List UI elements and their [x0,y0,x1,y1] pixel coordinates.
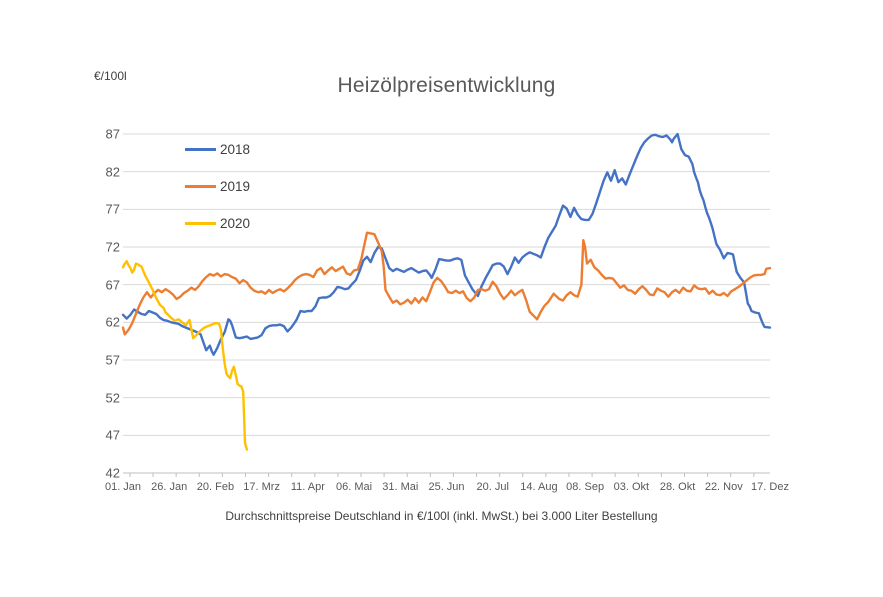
x-axis-tick-label: 17. Dez [751,481,789,493]
y-axis-tick-label: 47 [105,427,120,443]
x-axis-tick-label: 08. Sep [566,481,605,493]
legend-item-2020: 2020 [185,210,250,236]
x-axis-tick-label: 14. Aug [520,481,558,493]
legend-label-2020: 2020 [220,215,251,231]
legend-label-2018: 2018 [220,141,251,157]
x-axis-tick-label: 03. Okt [613,481,650,493]
x-axis-tick-label: 01. Jan [104,481,142,493]
x-axis-tick-label: 31. Mai [382,481,419,493]
legend-line-swatch-2019 [185,184,216,188]
x-axis-tick-label: 26. Jan [151,481,188,493]
chart-caption: Durchschnittspreise Deutschland in €/100… [225,509,658,523]
chart-title: Heizölpreisentwicklung [337,74,556,97]
legend-item-2018: 2018 [185,136,250,162]
y-axis-tick-label: 62 [105,314,120,330]
series-line-2018 [121,132,772,356]
x-axis-tick-label: 20. Feb [196,481,235,493]
x-axis-tick-label: 20. Jul [476,481,509,493]
y-axis-tick-label: 82 [105,164,120,180]
x-axis-tick-label: 11. Apr [290,481,325,493]
y-axis-tick-label: 72 [105,239,120,255]
x-axis-tick-label: 22. Nov [704,481,743,493]
y-axis-tick-label: 87 [105,126,120,142]
y-axis-tick-label: 42 [105,465,120,481]
x-axis-tick-label: 25. Jun [428,481,465,493]
y-axis-tick-label: 52 [105,390,120,406]
x-axis-tick-label: 17. Mrz [243,481,280,493]
legend-line-swatch-2018 [185,147,216,151]
x-axis-tick-label: 06. Mai [336,481,373,493]
y-axis-tick-label: 77 [105,201,120,217]
legend-label-2019: 2019 [220,178,251,194]
series-line-2019 [121,231,772,336]
y-axis-tick-label: 67 [105,277,120,293]
y-axis-unit-label: €/100l [94,69,127,83]
x-axis-tick-label: 28. Okt [659,481,696,493]
legend-item-2019: 2019 [185,173,250,199]
y-axis-tick-label: 57 [105,352,120,368]
legend-line-swatch-2020 [185,221,216,225]
series-line-2020 [121,260,249,451]
